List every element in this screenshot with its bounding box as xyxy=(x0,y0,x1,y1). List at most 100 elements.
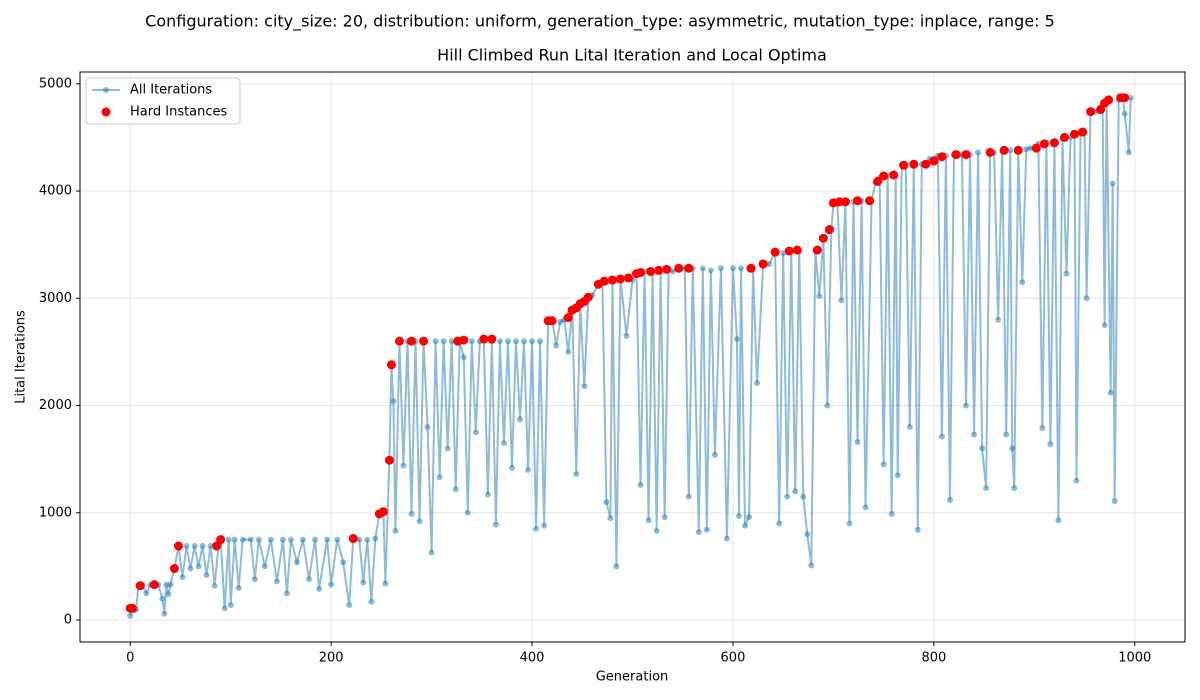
point xyxy=(464,509,471,516)
point xyxy=(225,536,232,543)
hard-point xyxy=(547,316,557,326)
hard-point xyxy=(921,159,931,169)
point xyxy=(227,602,234,609)
point xyxy=(199,543,206,550)
hard-point xyxy=(812,245,822,255)
point xyxy=(207,543,214,550)
point xyxy=(661,514,668,521)
hard-point xyxy=(459,335,469,345)
point xyxy=(472,429,479,436)
point xyxy=(979,445,986,452)
point xyxy=(737,265,744,272)
point xyxy=(1003,431,1010,438)
hard-point xyxy=(999,145,1009,155)
point xyxy=(368,598,375,605)
point xyxy=(191,543,198,550)
point xyxy=(906,423,913,430)
point xyxy=(203,571,210,578)
legend: All Iterations Hard Instances xyxy=(85,77,241,125)
point xyxy=(364,536,371,543)
point xyxy=(334,536,341,543)
point xyxy=(541,522,548,529)
point xyxy=(703,526,710,533)
hard-point xyxy=(879,171,889,181)
point xyxy=(360,579,367,586)
hard-point xyxy=(929,156,939,166)
point xyxy=(1047,441,1054,448)
x-tick-label: 400 xyxy=(520,651,545,666)
point xyxy=(316,585,323,592)
hard-point xyxy=(169,564,179,574)
point xyxy=(800,493,807,500)
y-tick-label: 3000 xyxy=(39,291,72,306)
x-tick-label: 1000 xyxy=(1118,651,1151,666)
point xyxy=(808,562,815,569)
hard-point xyxy=(607,275,617,285)
point xyxy=(416,518,423,525)
point xyxy=(1073,477,1080,484)
hard-point xyxy=(149,580,159,590)
hard-point xyxy=(1078,127,1088,137)
hard-point xyxy=(1039,139,1049,149)
x-tick-label: 800 xyxy=(921,651,946,666)
point xyxy=(273,578,280,585)
point xyxy=(846,520,853,527)
hard-point xyxy=(479,334,489,344)
point xyxy=(382,580,389,587)
point xyxy=(287,536,294,543)
hard-point xyxy=(583,292,593,302)
hard-point xyxy=(824,225,834,235)
point xyxy=(766,260,773,267)
point xyxy=(776,520,783,527)
hard-point xyxy=(674,263,684,273)
point xyxy=(521,338,528,345)
x-tick-label: 200 xyxy=(319,651,344,666)
point xyxy=(452,486,459,493)
point xyxy=(894,472,901,479)
legend-box xyxy=(85,77,241,125)
plot-frame xyxy=(79,71,1186,643)
point xyxy=(293,559,300,566)
point xyxy=(468,338,475,345)
point xyxy=(346,602,353,609)
x-tick-label: 600 xyxy=(721,651,746,666)
hard-point xyxy=(636,268,646,278)
legend-label: All Iterations xyxy=(130,83,212,98)
point xyxy=(971,431,978,438)
point xyxy=(581,383,588,390)
point xyxy=(436,474,443,481)
point xyxy=(742,522,749,529)
hard-point xyxy=(758,259,768,269)
series-line xyxy=(129,96,1132,616)
hard-point xyxy=(394,336,404,346)
hard-point xyxy=(865,196,875,206)
point xyxy=(603,499,610,506)
point xyxy=(653,528,660,535)
point xyxy=(161,610,168,617)
point xyxy=(251,576,258,583)
point xyxy=(816,293,823,300)
x-tick-label: 0 xyxy=(126,651,134,666)
hard-point xyxy=(961,150,971,160)
grid xyxy=(80,72,1185,642)
point xyxy=(372,535,379,542)
point xyxy=(183,543,190,550)
hard-point xyxy=(1120,93,1130,103)
point xyxy=(723,535,730,542)
hard-point xyxy=(386,360,396,370)
point xyxy=(448,338,455,345)
point xyxy=(914,526,921,533)
y-tick-label: 2000 xyxy=(39,398,72,413)
point xyxy=(733,336,740,343)
point xyxy=(946,496,953,503)
point xyxy=(784,493,791,500)
point xyxy=(711,451,718,458)
point xyxy=(1011,485,1018,492)
y-tick-label: 0 xyxy=(64,613,72,628)
point xyxy=(607,515,614,522)
point xyxy=(669,268,676,275)
point xyxy=(1121,110,1128,117)
hard-point xyxy=(818,233,828,243)
